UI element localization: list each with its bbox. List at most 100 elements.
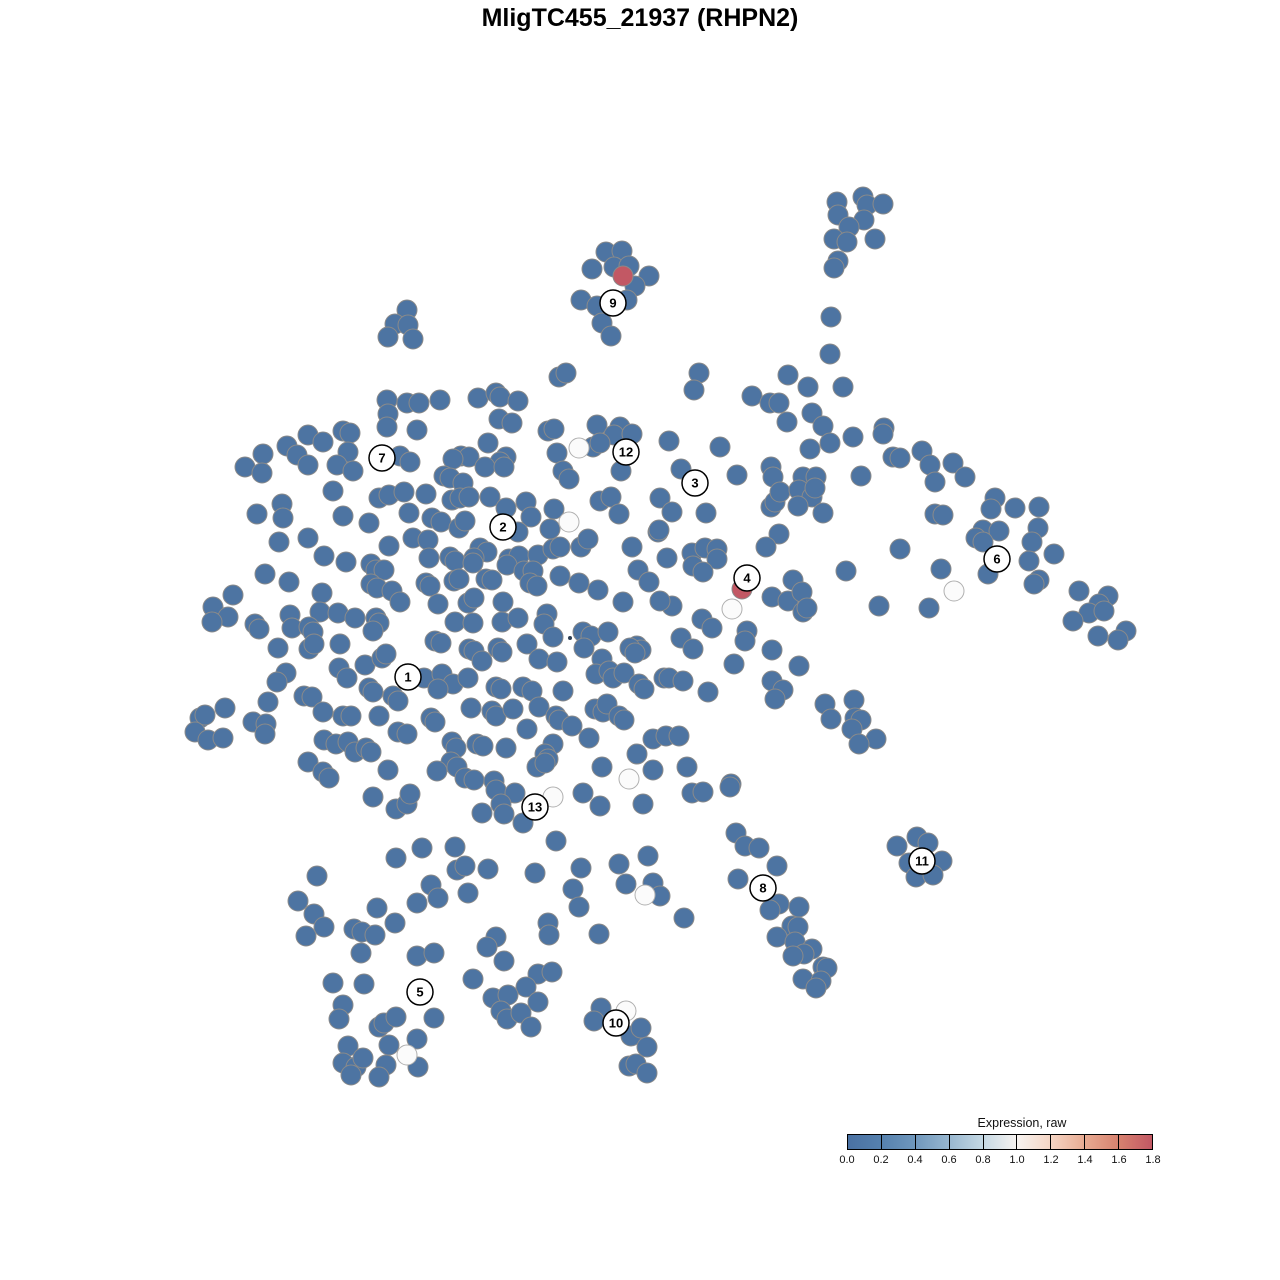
- data-point-low-expression: [402, 328, 424, 350]
- cluster-label-circle: [368, 444, 396, 472]
- data-point-mid-expression: [568, 437, 590, 459]
- data-point-low-expression: [528, 648, 550, 670]
- data-point-low-expression: [759, 899, 781, 921]
- data-point-low-expression: [797, 376, 819, 398]
- cluster-label-text: 4: [743, 571, 751, 586]
- data-point-low-expression: [842, 426, 864, 448]
- data-point-low-expression: [741, 385, 763, 407]
- colorbar-tick-line: [915, 1135, 917, 1149]
- colorbar-tick-label: 0.6: [941, 1154, 957, 1166]
- data-point-low-expression: [600, 486, 622, 508]
- data-point-low-expression: [267, 637, 289, 659]
- colorbar-tick-line: [881, 1135, 883, 1149]
- data-point-low-expression: [336, 667, 358, 689]
- data-point-low-expression: [212, 727, 234, 749]
- cluster-label-text: 8: [759, 881, 766, 896]
- data-point-low-expression: [621, 536, 643, 558]
- data-point-low-expression: [313, 916, 335, 938]
- data-point-low-expression: [495, 737, 517, 759]
- data-point-low-expression: [248, 618, 270, 640]
- data-point-low-expression: [649, 487, 671, 509]
- data-point-low-expression: [673, 907, 695, 929]
- data-point-low-expression: [591, 756, 613, 778]
- data-point-low-expression: [543, 418, 565, 440]
- data-point-low-expression: [588, 923, 610, 945]
- data-point-low-expression: [417, 529, 439, 551]
- data-point-low-expression: [444, 550, 466, 572]
- data-point-low-expression: [411, 837, 433, 859]
- data-point-low-expression: [458, 486, 480, 508]
- cluster-label-circle: [521, 793, 549, 821]
- data-point-low-expression: [295, 925, 317, 947]
- data-point-low-expression: [312, 431, 334, 453]
- data-point-low-expression: [558, 468, 580, 490]
- data-point-low-expression: [613, 662, 635, 684]
- cluster-label-4: 4: [733, 564, 761, 592]
- data-point-low-expression: [493, 950, 515, 972]
- data-point-low-expression: [1107, 629, 1129, 651]
- cluster-label-text: 9: [609, 296, 616, 311]
- colorbar-tick-label: 1.8: [1145, 1154, 1161, 1166]
- data-point-low-expression: [726, 464, 748, 486]
- data-point-low-expression: [820, 306, 842, 328]
- data-point-low-expression: [457, 882, 479, 904]
- data-point-low-expression: [520, 1016, 542, 1038]
- legend-title: Expression, raw: [977, 1116, 1067, 1130]
- data-point-low-expression: [723, 653, 745, 675]
- data-point-low-expression: [633, 678, 655, 700]
- data-point-low-expression: [777, 364, 799, 386]
- data-point-low-expression: [201, 611, 223, 633]
- cluster-label-text: 7: [378, 451, 385, 466]
- data-point-low-expression: [843, 689, 865, 711]
- data-point-low-expression: [872, 193, 894, 215]
- data-point-low-expression: [362, 786, 384, 808]
- data-point-low-expression: [787, 495, 809, 517]
- data-point-low-expression: [954, 466, 976, 488]
- data-point-low-expression: [360, 741, 382, 763]
- data-point-low-expression: [1068, 580, 1090, 602]
- data-point-low-expression: [819, 432, 841, 454]
- data-point-low-expression: [683, 379, 705, 401]
- data-point-low-expression: [493, 803, 515, 825]
- colorbar-tick-line: [1016, 1135, 1018, 1149]
- data-point-low-expression: [362, 620, 384, 642]
- data-point-low-expression: [378, 1034, 400, 1056]
- data-point-low-expression: [932, 504, 954, 526]
- data-point-low-expression: [656, 547, 678, 569]
- cluster-label-text: 2: [499, 520, 506, 535]
- data-point-low-expression: [471, 650, 493, 672]
- cluster-label-1: 1: [394, 663, 422, 691]
- data-point-low-expression: [332, 505, 354, 527]
- data-point-low-expression: [222, 584, 244, 606]
- data-point-low-expression: [672, 670, 694, 692]
- data-point-low-expression: [366, 897, 388, 919]
- data-point-mid-expression: [618, 768, 640, 790]
- data-point-low-expression: [864, 228, 886, 250]
- data-point-low-expression: [776, 411, 798, 433]
- data-point-low-expression: [539, 518, 561, 540]
- data-point-low-expression: [546, 651, 568, 673]
- data-point-low-expression: [297, 751, 319, 773]
- data-point-low-expression: [612, 591, 634, 613]
- data-point-low-expression: [589, 432, 611, 454]
- data-point-low-expression: [658, 430, 680, 452]
- data-point-low-expression: [251, 462, 273, 484]
- colorbar-tick-label: 1.6: [1111, 1154, 1127, 1166]
- data-point-low-expression: [577, 528, 599, 550]
- cluster-label-text: 5: [416, 985, 423, 1000]
- data-point-low-expression: [868, 595, 890, 617]
- colorbar-tick-label: 0.8: [975, 1154, 991, 1166]
- colorbar-tick-labels: 0.0 0.2 0.4 0.6 0.8 1.0 1.2 1.4 1.6 1.8: [839, 1154, 1160, 1168]
- data-point-low-expression: [768, 523, 790, 545]
- data-point-low-expression: [444, 611, 466, 633]
- data-point-low-expression: [373, 559, 395, 581]
- data-point-low-expression: [527, 991, 549, 1013]
- data-point-low-expression: [342, 460, 364, 482]
- data-point-low-expression: [396, 723, 418, 745]
- data-point-low-expression: [322, 480, 344, 502]
- data-point-low-expression: [768, 392, 790, 414]
- cluster-label-circle: [406, 978, 434, 1006]
- data-point-low-expression: [589, 795, 611, 817]
- data-point-low-expression: [393, 481, 415, 503]
